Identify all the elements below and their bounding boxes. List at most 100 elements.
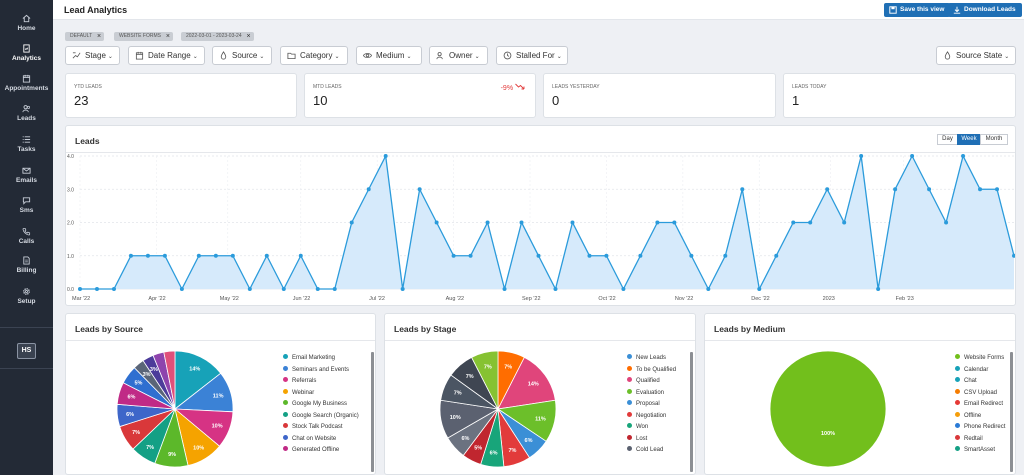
- legend-item[interactable]: Qualified: [627, 377, 660, 387]
- data-point[interactable]: [1012, 253, 1015, 258]
- data-point[interactable]: [638, 253, 643, 258]
- close-icon[interactable]: ×: [165, 33, 170, 40]
- legend-item[interactable]: Negotiation: [627, 411, 666, 422]
- legend-item[interactable]: SmartAsset: [955, 446, 995, 456]
- legend-item[interactable]: Proposal: [627, 400, 660, 410]
- sidebar-item-sms[interactable]: Sms: [0, 196, 53, 214]
- medium-filter[interactable]: Medium ⌄: [356, 46, 422, 65]
- sidebar-item-billing[interactable]: Billing: [0, 256, 53, 274]
- data-point[interactable]: [944, 220, 949, 225]
- data-point[interactable]: [162, 253, 167, 258]
- legend-item[interactable]: Generated Offline: [283, 446, 339, 456]
- data-point[interactable]: [417, 187, 422, 192]
- data-point[interactable]: [706, 287, 711, 291]
- close-icon[interactable]: ×: [246, 33, 251, 40]
- data-point[interactable]: [468, 253, 473, 258]
- sidebar-item-home[interactable]: Home: [0, 14, 53, 32]
- data-point[interactable]: [621, 287, 626, 291]
- legend-item[interactable]: Cold Lead: [627, 446, 663, 456]
- legend-item[interactable]: Offline: [955, 411, 981, 422]
- category-filter[interactable]: Category ⌄: [280, 46, 348, 65]
- sidebar-item-setup[interactable]: Setup: [0, 287, 53, 305]
- data-point[interactable]: [672, 220, 677, 225]
- legend-item[interactable]: Email Redirect: [955, 400, 1003, 410]
- data-point[interactable]: [332, 287, 337, 291]
- pie-slice[interactable]: [471, 350, 499, 410]
- data-point[interactable]: [587, 253, 592, 258]
- data-point[interactable]: [78, 287, 82, 291]
- data-point[interactable]: [264, 253, 269, 258]
- data-point[interactable]: [111, 287, 116, 291]
- sidebar-item-analytics[interactable]: Analytics: [0, 44, 53, 62]
- legend-item[interactable]: Referrals: [283, 377, 316, 387]
- date-range-filter[interactable]: Date Range ⌄: [128, 46, 205, 65]
- pie-slice[interactable]: [174, 350, 222, 410]
- data-point[interactable]: [774, 253, 779, 258]
- data-point[interactable]: [349, 220, 354, 225]
- legend-item[interactable]: Redtail: [955, 434, 983, 445]
- data-point[interactable]: [383, 154, 388, 158]
- data-point[interactable]: [247, 287, 252, 291]
- legend-item[interactable]: Website Forms: [955, 354, 1004, 364]
- data-point[interactable]: [859, 154, 864, 158]
- legend-item[interactable]: CSV Upload: [955, 388, 997, 399]
- data-point[interactable]: [757, 287, 762, 291]
- data-point[interactable]: [927, 187, 932, 192]
- data-point[interactable]: [502, 287, 507, 291]
- data-point[interactable]: [451, 253, 456, 258]
- legend-item[interactable]: To be Qualified: [627, 365, 676, 376]
- legend-item[interactable]: Chat on Website: [283, 434, 336, 445]
- legend-item[interactable]: Won: [627, 423, 648, 433]
- data-point[interactable]: [230, 253, 235, 258]
- legend-item[interactable]: Email Marketing: [283, 354, 335, 364]
- source-state-filter[interactable]: Source State ⌄: [936, 46, 1016, 65]
- data-point[interactable]: [536, 253, 541, 258]
- data-point[interactable]: [842, 220, 847, 225]
- data-point[interactable]: [94, 287, 99, 291]
- legend-item[interactable]: Webinar: [283, 388, 314, 399]
- save-view-button[interactable]: Save this view: [884, 3, 951, 17]
- data-point[interactable]: [910, 154, 915, 158]
- data-point[interactable]: [145, 253, 150, 258]
- legend-scrollbar[interactable]: [1010, 352, 1013, 472]
- legend-item[interactable]: Phone Redirect: [955, 423, 1005, 433]
- data-point[interactable]: [995, 187, 1000, 192]
- toggle-month[interactable]: Month: [980, 134, 1008, 145]
- data-point[interactable]: [366, 187, 371, 192]
- stage-filter[interactable]: Stage ⌄: [65, 46, 120, 65]
- toggle-day[interactable]: Day: [937, 134, 958, 145]
- data-point[interactable]: [213, 253, 218, 258]
- legend-item[interactable]: Google My Business: [283, 400, 347, 410]
- filter-chip[interactable]: WEBSITE FORMS ×: [114, 32, 173, 41]
- legend-item[interactable]: Stock Talk Podcast: [283, 423, 343, 433]
- data-point[interactable]: [281, 287, 286, 291]
- filter-chip[interactable]: DEFAULT ×: [65, 32, 105, 41]
- sidebar-item-appointments[interactable]: Appointments: [0, 74, 53, 92]
- legend-scrollbar[interactable]: [371, 352, 374, 472]
- data-point[interactable]: [179, 287, 184, 291]
- data-point[interactable]: [808, 220, 813, 225]
- data-point[interactable]: [740, 187, 745, 192]
- sidebar-item-calls[interactable]: Calls: [0, 227, 53, 245]
- stalled-for-filter[interactable]: Stalled For ⌄: [496, 46, 568, 65]
- filter-chip[interactable]: 2022-03-01 - 2023-03-24 ×: [181, 32, 254, 41]
- legend-item[interactable]: Lost: [627, 434, 647, 445]
- close-icon[interactable]: ×: [97, 33, 102, 40]
- data-point[interactable]: [128, 253, 133, 258]
- data-point[interactable]: [434, 220, 439, 225]
- legend-item[interactable]: Calendar: [955, 365, 988, 376]
- pie-slice[interactable]: [163, 350, 176, 410]
- data-point[interactable]: [655, 220, 660, 225]
- sidebar-item-tasks[interactable]: Tasks: [0, 135, 53, 153]
- data-point[interactable]: [570, 220, 575, 225]
- data-point[interactable]: [978, 187, 983, 192]
- data-point[interactable]: [961, 154, 966, 158]
- owner-filter[interactable]: Owner ⌄: [429, 46, 488, 65]
- legend-scrollbar[interactable]: [690, 352, 693, 472]
- avatar[interactable]: HS: [17, 343, 36, 359]
- data-point[interactable]: [893, 187, 898, 192]
- sidebar-item-leads[interactable]: Leads: [0, 104, 53, 122]
- data-point[interactable]: [400, 287, 405, 291]
- legend-item[interactable]: Chat: [955, 377, 977, 387]
- toggle-week[interactable]: Week: [957, 134, 981, 145]
